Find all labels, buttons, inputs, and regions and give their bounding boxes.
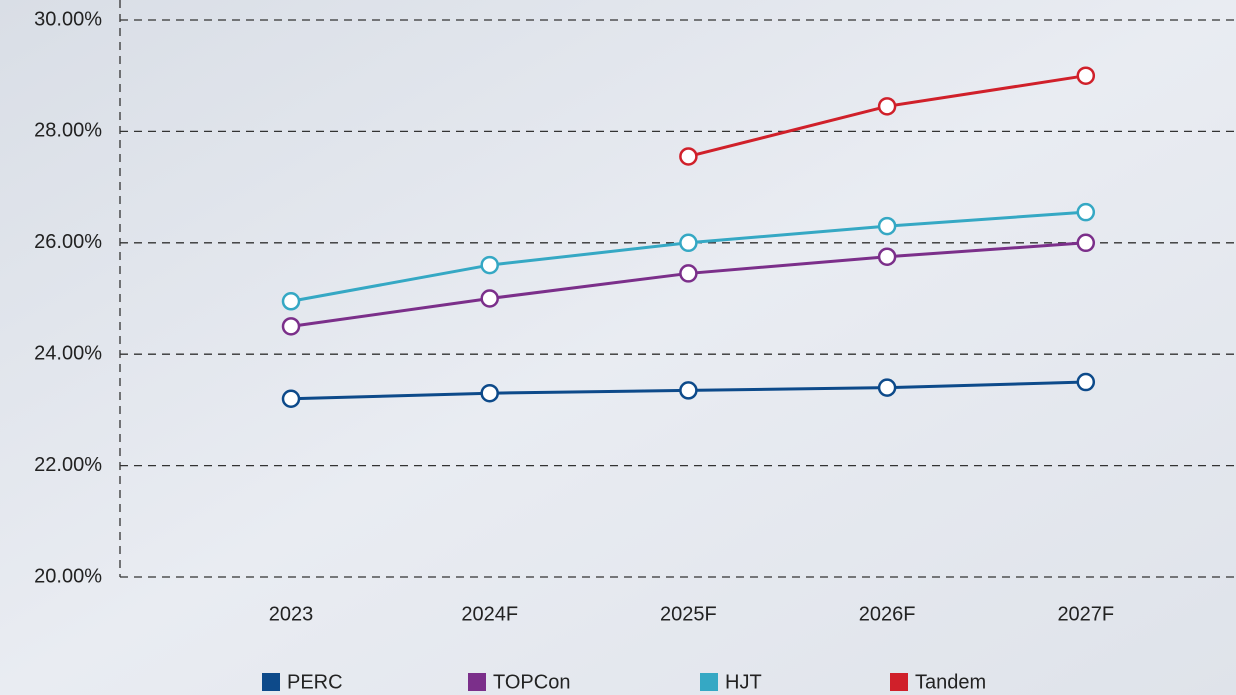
data-point (680, 382, 696, 398)
legend-label: HJT (725, 671, 762, 693)
y-tick-label: 20.00% (34, 565, 102, 587)
x-tick-label: 2026F (859, 603, 916, 625)
data-point (482, 385, 498, 401)
y-tick-label: 24.00% (34, 342, 102, 364)
legend-swatch (468, 673, 486, 691)
data-point (482, 291, 498, 307)
y-tick-label: 28.00% (34, 120, 102, 142)
data-point (283, 293, 299, 309)
page: {"chart_data": {"type": "line", "categor… (0, 0, 1236, 695)
data-point (680, 265, 696, 281)
data-point (1078, 204, 1094, 220)
data-point (879, 98, 895, 114)
legend-label: TOPCon (493, 671, 570, 693)
data-point (1078, 235, 1094, 251)
data-point (680, 148, 696, 164)
x-tick-label: 2024F (461, 603, 518, 625)
data-point (482, 257, 498, 273)
data-point (283, 391, 299, 407)
legend-label: PERC (287, 671, 343, 693)
y-tick-label: 26.00% (34, 231, 102, 253)
y-tick-label: 22.00% (34, 454, 102, 476)
data-point (1078, 68, 1094, 84)
data-point (879, 218, 895, 234)
legend-label: Tandem (915, 671, 986, 693)
x-tick-label: 2023 (269, 603, 314, 625)
background (0, 0, 1236, 695)
y-tick-label: 30.00% (34, 8, 102, 30)
data-point (680, 235, 696, 251)
chart: 20.00% 22.00% 24.00% 26.00% 28.00% 30.00% 2023… (0, 0, 1236, 695)
legend-swatch (890, 673, 908, 691)
data-point (283, 318, 299, 334)
data-point (1078, 374, 1094, 390)
x-tick-label: 2027F (1057, 603, 1114, 625)
data-point (879, 249, 895, 265)
legend-swatch (700, 673, 718, 691)
legend-swatch (262, 673, 280, 691)
data-point (879, 380, 895, 396)
x-tick-label: 2025F (660, 603, 717, 625)
